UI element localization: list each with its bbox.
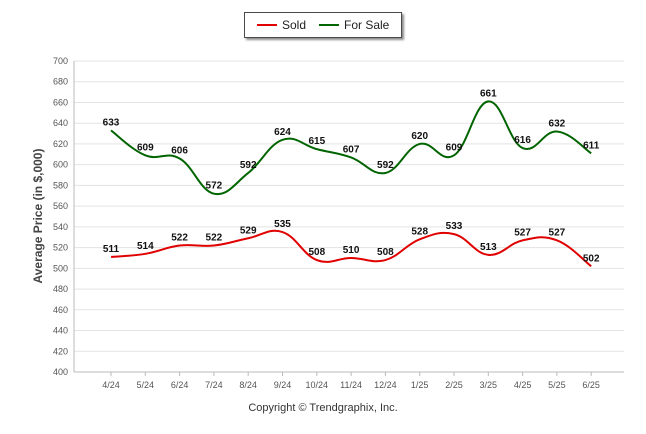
x-tick-label: 1/25 <box>411 380 429 390</box>
y-tick-label: 700 <box>53 56 68 66</box>
data-label: 514 <box>137 241 154 252</box>
y-tick-label: 420 <box>53 346 68 356</box>
data-label: 609 <box>137 142 154 153</box>
data-label: 661 <box>480 88 497 99</box>
data-label: 611 <box>583 140 600 151</box>
copyright-credit: Copyright © Trendgraphix, Inc. <box>248 402 398 414</box>
x-tick-label: 5/24 <box>137 380 155 390</box>
data-label: 615 <box>308 136 325 147</box>
data-label: 592 <box>240 160 257 171</box>
series-line-for-sale <box>110 100 592 196</box>
y-axis-ticks: 400 420 440 460 480 500 520 540 560 580 600 620 640 6… <box>53 56 68 377</box>
data-label: 616 <box>514 135 531 146</box>
data-label: 502 <box>583 253 600 264</box>
data-label: 620 <box>411 131 428 142</box>
y-tick-label: 500 <box>53 263 68 273</box>
series-line-sold <box>110 229 592 268</box>
y-tick-label: 520 <box>53 243 68 253</box>
y-tick-label: 440 <box>53 326 68 336</box>
data-label: 513 <box>480 242 497 253</box>
x-tick-label: 2/25 <box>445 380 463 390</box>
data-label: 535 <box>274 219 291 230</box>
y-tick-label: 560 <box>53 201 68 211</box>
data-label: 633 <box>103 117 120 128</box>
x-tick-label: 8/24 <box>239 380 257 390</box>
data-label: 527 <box>549 227 566 238</box>
x-tick-label: 3/25 <box>480 380 498 390</box>
x-tick-label: 11/24 <box>340 380 362 390</box>
legend-item-sold[interactable]: Sold <box>257 18 306 32</box>
data-label: 533 <box>446 221 463 232</box>
x-tick-label: 4/24 <box>102 380 120 390</box>
x-tick-label: 9/24 <box>274 380 292 390</box>
legend-label-sold: Sold <box>282 18 307 32</box>
x-tick-label: 4/25 <box>514 380 532 390</box>
data-label: 624 <box>274 127 291 138</box>
grid-lines <box>73 60 624 373</box>
data-label: 522 <box>171 233 188 244</box>
data-label: 609 <box>446 142 463 153</box>
x-axis-ticks: 4/24 5/24 6/24 7/24 8/24 9/24 10/24 11/24 12/24 1… <box>102 372 600 390</box>
data-label: 522 <box>206 233 223 244</box>
x-tick-label: 12/24 <box>374 380 397 390</box>
y-tick-label: 640 <box>53 118 68 128</box>
y-tick-label: 600 <box>53 160 68 170</box>
x-tick-label: 10/24 <box>306 380 329 390</box>
data-label: 592 <box>377 160 394 171</box>
legend-swatch-for-sale <box>319 23 339 26</box>
y-axis-label: Average Price (in $,000) <box>31 149 45 284</box>
legend-item-for-sale[interactable]: For Sale <box>319 18 389 32</box>
data-label: 510 <box>343 245 360 256</box>
x-tick-label: 7/24 <box>205 380 223 390</box>
data-label: 606 <box>171 145 188 156</box>
data-label: 508 <box>308 247 325 258</box>
legend-label-for-sale: For Sale <box>344 18 390 32</box>
x-tick-label: 6/25 <box>582 380 600 390</box>
data-label: 572 <box>206 181 223 192</box>
data-label: 511 <box>103 244 120 255</box>
data-label: 508 <box>377 247 394 258</box>
x-tick-label: 5/25 <box>548 380 566 390</box>
legend: Sold For Sale <box>244 12 402 38</box>
data-label: 607 <box>343 144 360 155</box>
data-label: 528 <box>411 226 428 237</box>
legend-swatch-sold <box>257 23 277 26</box>
y-tick-label: 540 <box>53 222 68 232</box>
y-tick-label: 620 <box>53 139 68 149</box>
y-tick-label: 480 <box>53 284 68 294</box>
data-labels: 511 514 522 522 529 535 508 510 508 528 533 513 527 5… <box>103 88 600 264</box>
y-tick-label: 400 <box>53 367 68 377</box>
y-tick-label: 460 <box>53 305 68 315</box>
y-tick-label: 580 <box>53 180 68 190</box>
data-label: 527 <box>514 227 531 238</box>
data-label: 632 <box>549 118 566 129</box>
series-lines <box>110 100 592 268</box>
data-label: 529 <box>240 225 257 236</box>
y-tick-label: 660 <box>53 97 68 107</box>
y-tick-label: 680 <box>53 77 68 87</box>
x-tick-label: 6/24 <box>171 380 189 390</box>
